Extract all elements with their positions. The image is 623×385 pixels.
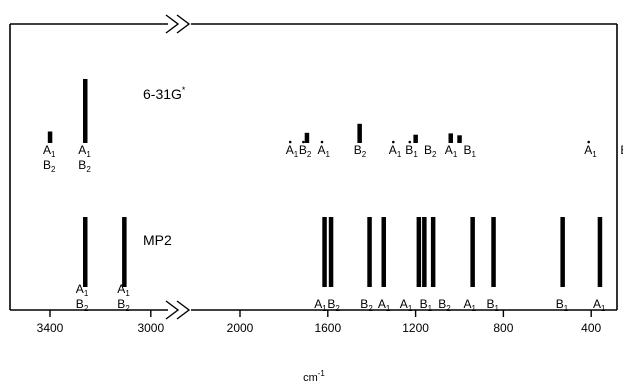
mode-label-p2-6-1: A1 <box>378 297 391 313</box>
mode-label-p2-13-1: A1 <box>593 297 606 313</box>
bar-p2-2 <box>122 217 127 287</box>
mode-label-p1-4-1: B2 <box>299 143 312 159</box>
mode-label-p1-2-2: B2 <box>78 158 91 174</box>
mode-label-p1-8-1: B1 <box>405 143 418 159</box>
tick-label-400: 400 <box>581 321 601 335</box>
bar-p2-4 <box>328 217 334 287</box>
mode-label-p2-8-1: B1 <box>420 297 433 313</box>
mode-label-p2-2-2: B2 <box>117 297 130 313</box>
bars-layer <box>47 79 603 287</box>
bar-p2-3 <box>322 217 327 287</box>
bar-p2-6 <box>381 217 386 287</box>
mode-label-p1-2-1: A1 <box>78 143 91 159</box>
mode-label-p1-5-1: A1 <box>318 143 331 159</box>
tick-label-3400: 3400 <box>37 321 64 335</box>
mode-label-p2-10-1: A1 <box>464 297 477 313</box>
mode-label-p1-12-1: A1 <box>584 143 597 159</box>
mode-label-p2-2-1: A1 <box>117 282 130 298</box>
bar-p2-13 <box>597 217 603 287</box>
tick-label-800: 800 <box>493 321 513 335</box>
mode-dot-p1-4 <box>302 140 305 144</box>
bar-p2-12 <box>560 217 565 287</box>
mode-label-p2-7-1: A1 <box>400 297 413 313</box>
mode-label-p1-1-1: A1 <box>43 143 56 159</box>
mode-label-p1-11-1: B1 <box>464 143 477 159</box>
mode-label-p2-11-1: B1 <box>487 297 500 313</box>
mode-label-p1-3-1: A1 <box>286 143 299 159</box>
bar-p2-11 <box>491 217 496 287</box>
mode-dot-p1-8 <box>408 140 412 144</box>
mode-label-p1-9-1: B2 <box>424 143 437 159</box>
axis-break-bottom <box>165 300 191 320</box>
bar-p1-5 <box>413 134 418 143</box>
mode-label-p1-7-1: A1 <box>389 143 402 159</box>
tick-label-1200: 1200 <box>402 321 429 335</box>
chart-frame <box>9 23 618 311</box>
mode-label-p2-9-1: B2 <box>438 297 451 313</box>
mode-dot-p1-3 <box>288 140 292 144</box>
bar-p1-2 <box>83 79 88 143</box>
tick-label-2000: 2000 <box>227 321 254 335</box>
bar-p1-3 <box>304 132 310 143</box>
bar-p2-5 <box>367 217 372 287</box>
mode-label-p2-4-1: B2 <box>327 297 340 313</box>
axis-break-top <box>165 14 191 34</box>
mode-label-p1-6-1: B2 <box>354 143 367 159</box>
mode-label-p1-10-1: A1 <box>445 143 458 159</box>
tick-label-1600: 1600 <box>314 321 341 335</box>
bar-p1-1 <box>47 131 53 143</box>
mode-dot-p1-7 <box>392 140 395 144</box>
mode-label-p2-5-1: B2 <box>360 297 373 313</box>
labels-layer: A1B2A1B2A1B2A1B2A1B1B2A1B1A1B1A1B2A1B2A1… <box>43 140 623 313</box>
bar-p1-4 <box>357 123 362 143</box>
mode-dot-p1-12 <box>587 140 590 144</box>
bar-p2-8 <box>422 217 427 287</box>
bar-p2-7 <box>416 217 422 287</box>
mode-label-p2-1-2: B2 <box>76 297 89 313</box>
bar-p2-9 <box>430 217 436 287</box>
bar-p2-1 <box>83 217 88 287</box>
mode-label-p1-1-2: B2 <box>43 158 56 174</box>
bar-p2-10 <box>470 217 475 287</box>
mode-dot-p1-5 <box>320 140 324 144</box>
x-axis-label: cm-1 <box>303 369 325 384</box>
panel-title-6-31g: 6-31G* <box>143 85 186 102</box>
tick-label-3000: 3000 <box>137 321 164 335</box>
bar-p1-6 <box>448 133 453 143</box>
mode-label-p2-12-1: B1 <box>556 297 569 313</box>
mode-label-p2-1-1: A1 <box>76 282 89 298</box>
panel-title-mp2: MP2 <box>143 232 172 248</box>
x-axis-ticks: 3400 3000 2000 1600 1200 800 400 <box>37 310 602 335</box>
mode-label-p2-3-1: A1 <box>314 297 327 313</box>
mode-label-p1-13-1: B1 <box>620 143 623 159</box>
bar-p1-7 <box>457 135 462 143</box>
